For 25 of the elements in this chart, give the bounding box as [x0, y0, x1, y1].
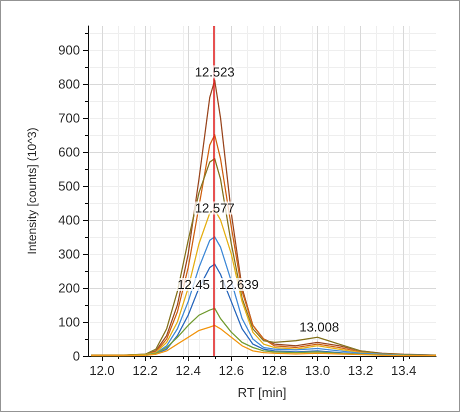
x-tick-label: 13.4	[391, 363, 416, 378]
annotation: 12.523	[194, 64, 235, 80]
y-tick-label: 300	[58, 246, 80, 262]
y-tick-label: 0	[72, 348, 80, 364]
annotation: 13.008	[299, 320, 340, 335]
y-tick-label: 500	[58, 178, 80, 194]
y-tick-label: 900	[58, 42, 80, 58]
y-tick-label: 100	[58, 314, 80, 330]
x-tick-label: 12.6	[218, 363, 244, 378]
y-tick-label: 400	[58, 212, 80, 228]
x-axis-title: RT [min]	[238, 385, 286, 400]
annotation: 12.577	[194, 200, 235, 216]
x-tick-label: 12.0	[89, 363, 115, 378]
annotation: 12.639	[218, 277, 259, 292]
y-tick-label: 700	[58, 110, 80, 126]
x-tick-label: 12.2	[132, 363, 158, 378]
y-tick-label: 600	[58, 144, 80, 160]
annotation: 12.45	[177, 277, 210, 292]
y-axis-title: Intensity [counts] (10^3)	[25, 127, 39, 255]
y-tick-label: 200	[58, 280, 80, 296]
x-tick-label: 13.0	[304, 363, 330, 378]
x-tick-label: 12.4	[176, 363, 201, 378]
y-tick-label: 800	[58, 76, 80, 92]
x-tick-label: 13.2	[348, 363, 374, 378]
x-tick-label: 12.8	[262, 363, 288, 378]
